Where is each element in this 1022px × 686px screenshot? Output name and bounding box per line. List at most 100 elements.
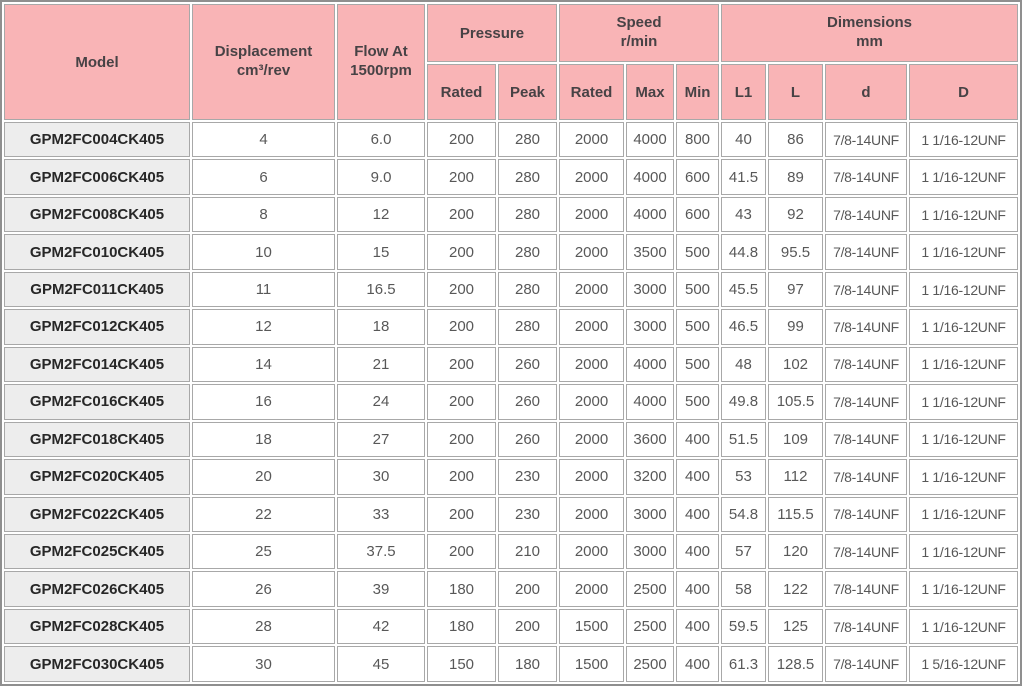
value-cell: 43	[721, 196, 766, 233]
col-header-speed-min: Min	[676, 64, 719, 120]
value-cell: 800	[676, 122, 719, 158]
value-cell: 2000	[559, 196, 624, 233]
value-cell: 51.5	[721, 421, 766, 458]
value-cell: 4000	[626, 196, 674, 233]
table-row: GPM2FC030CK405 30 45 150 180 1500 2500 400 61.3 1…	[4, 646, 1019, 682]
value-cell: 7/8-14UNF	[825, 646, 907, 682]
value-cell: 400	[676, 421, 719, 458]
value-cell: 59.5	[721, 608, 766, 645]
value-cell: 400	[676, 533, 719, 570]
value-cell: 1 1/16-12UNF	[909, 608, 1019, 645]
value-cell: 102	[768, 346, 823, 383]
value-cell: 39	[337, 571, 425, 607]
value-cell: 200	[427, 309, 496, 345]
value-cell: 8	[192, 196, 335, 233]
value-cell: 500	[676, 346, 719, 383]
value-cell: 28	[192, 608, 335, 645]
value-cell: 200	[427, 159, 496, 195]
value-cell: 7/8-14UNF	[825, 159, 907, 195]
value-cell: 7/8-14UNF	[825, 196, 907, 233]
value-cell: 200	[427, 496, 496, 532]
value-cell: 180	[427, 608, 496, 645]
value-cell: 1 1/16-12UNF	[909, 271, 1019, 308]
table-row: GPM2FC010CK405 10 15 200 280 2000 3500 500 44.8 9…	[4, 234, 1019, 270]
value-cell: 30	[337, 459, 425, 495]
value-cell: 105.5	[768, 384, 823, 420]
col-header-displacement: Displacement cm³/rev	[192, 4, 335, 120]
value-cell: 10	[192, 234, 335, 270]
header-group-row: Model Displacement cm³/rev Flow At 1500r…	[4, 4, 1019, 120]
value-cell: 9.0	[337, 159, 425, 195]
value-cell: 109	[768, 421, 823, 458]
value-cell: 18	[192, 421, 335, 458]
value-cell: 1 1/16-12UNF	[909, 496, 1019, 532]
table-row: GPM2FC026CK405 26 39 180 200 2000 2500 400 58 122…	[4, 571, 1019, 607]
value-cell: 112	[768, 459, 823, 495]
value-cell: 2000	[559, 533, 624, 570]
value-cell: 7/8-14UNF	[825, 346, 907, 383]
col-header-pressure: Pressure	[427, 4, 557, 62]
value-cell: 41.5	[721, 159, 766, 195]
col-header-dim-l1: L1	[721, 64, 766, 120]
model-cell: GPM2FC022CK405	[4, 496, 190, 532]
value-cell: 7/8-14UNF	[825, 571, 907, 607]
value-cell: 16.5	[337, 271, 425, 308]
value-cell: 260	[498, 384, 557, 420]
table-row: GPM2FC014CK405 14 21 200 260 2000 4000 500 48 102…	[4, 346, 1019, 383]
value-cell: 200	[427, 122, 496, 158]
value-cell: 7/8-14UNF	[825, 384, 907, 420]
value-cell: 1500	[559, 646, 624, 682]
value-cell: 7/8-14UNF	[825, 271, 907, 308]
value-cell: 7/8-14UNF	[825, 533, 907, 570]
value-cell: 400	[676, 646, 719, 682]
table-row: GPM2FC004CK405 4 6.0 200 280 2000 4000 800 40 86 7…	[4, 122, 1019, 158]
value-cell: 500	[676, 384, 719, 420]
value-cell: 20	[192, 459, 335, 495]
value-cell: 1 1/16-12UNF	[909, 309, 1019, 345]
table-row: GPM2FC022CK405 22 33 200 230 2000 3000 400 54.8 1…	[4, 496, 1019, 532]
col-header-flow: Flow At 1500rpm	[337, 4, 425, 120]
value-cell: 22	[192, 496, 335, 532]
table-row: GPM2FC008CK405 8 12 200 280 2000 4000 600 43 92 7/…	[4, 196, 1019, 233]
value-cell: 2000	[559, 159, 624, 195]
value-cell: 2000	[559, 122, 624, 158]
col-header-dimensions: Dimensions mm	[721, 4, 1019, 62]
value-cell: 1 1/16-12UNF	[909, 159, 1019, 195]
table-row: GPM2FC011CK405 11 16.5 200 280 2000 3000 500 45.…	[4, 271, 1019, 308]
value-cell: 1 1/16-12UNF	[909, 421, 1019, 458]
value-cell: 280	[498, 122, 557, 158]
value-cell: 200	[427, 234, 496, 270]
value-cell: 6.0	[337, 122, 425, 158]
model-cell: GPM2FC020CK405	[4, 459, 190, 495]
value-cell: 57	[721, 533, 766, 570]
value-cell: 3200	[626, 459, 674, 495]
value-cell: 200	[427, 384, 496, 420]
value-cell: 25	[192, 533, 335, 570]
value-cell: 4000	[626, 384, 674, 420]
value-cell: 1500	[559, 608, 624, 645]
value-cell: 128.5	[768, 646, 823, 682]
value-cell: 1 1/16-12UNF	[909, 571, 1019, 607]
model-cell: GPM2FC028CK405	[4, 608, 190, 645]
value-cell: 180	[498, 646, 557, 682]
value-cell: 200	[427, 196, 496, 233]
value-cell: 1 1/16-12UNF	[909, 533, 1019, 570]
value-cell: 92	[768, 196, 823, 233]
value-cell: 11	[192, 271, 335, 308]
col-header-dim-d-small: d	[825, 64, 907, 120]
value-cell: 260	[498, 346, 557, 383]
value-cell: 33	[337, 496, 425, 532]
value-cell: 1 1/16-12UNF	[909, 234, 1019, 270]
value-cell: 115.5	[768, 496, 823, 532]
model-cell: GPM2FC025CK405	[4, 533, 190, 570]
value-cell: 2000	[559, 421, 624, 458]
model-cell: GPM2FC006CK405	[4, 159, 190, 195]
value-cell: 200	[427, 271, 496, 308]
col-header-speed: Speed r/min	[559, 4, 719, 62]
value-cell: 500	[676, 271, 719, 308]
header-sub-row: Rated Peak Rated Max Min L1 L d D	[4, 64, 1019, 120]
value-cell: 500	[676, 234, 719, 270]
value-cell: 600	[676, 159, 719, 195]
model-cell: GPM2FC026CK405	[4, 571, 190, 607]
